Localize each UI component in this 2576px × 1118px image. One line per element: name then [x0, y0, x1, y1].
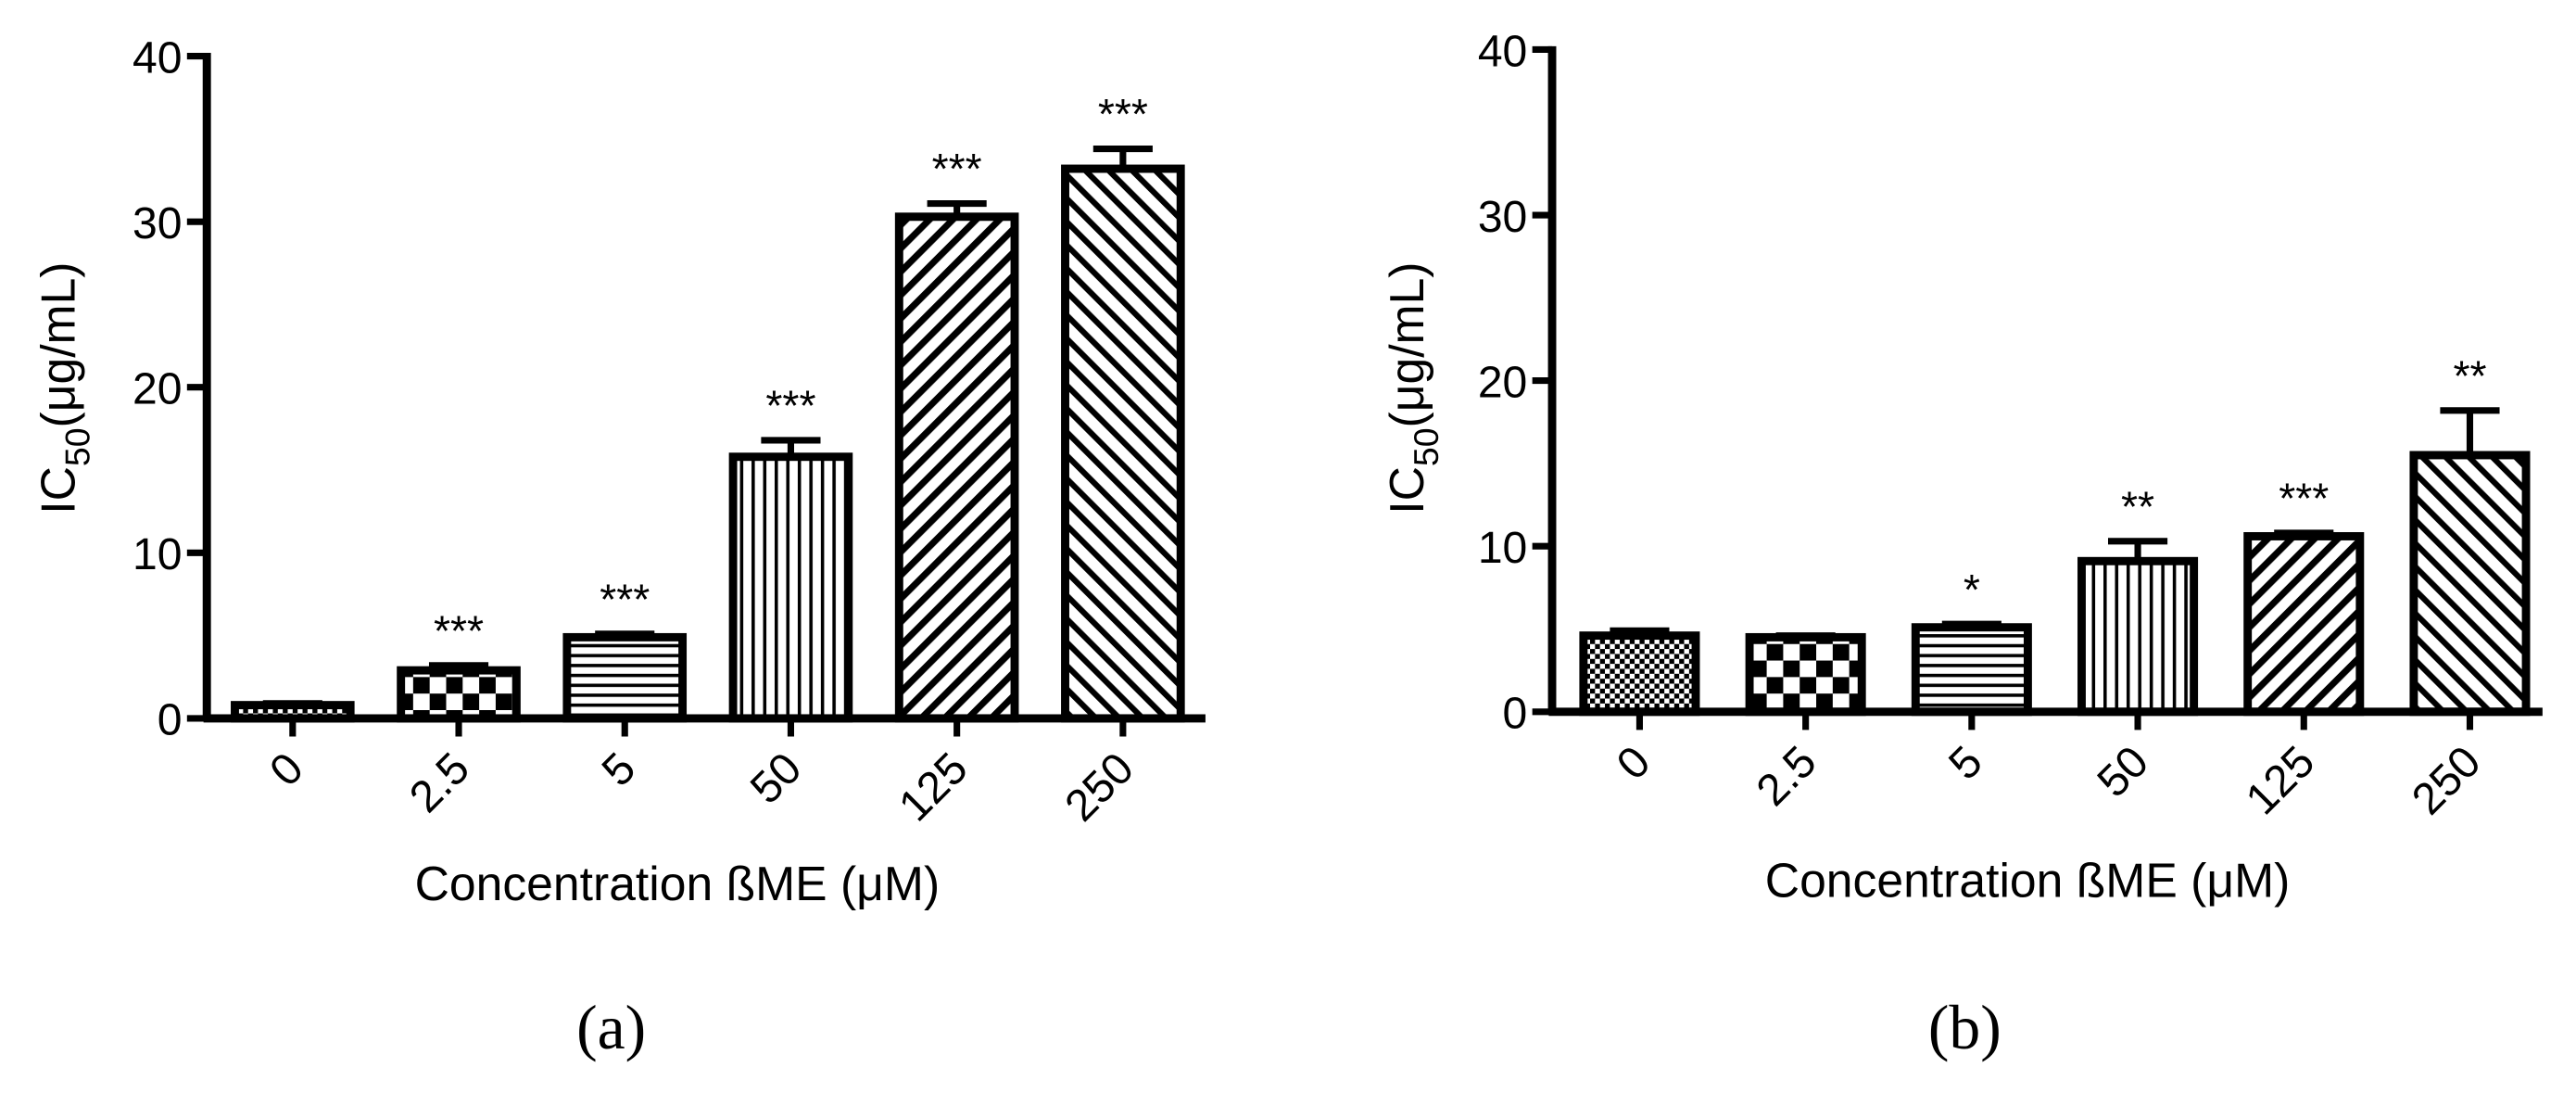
significance: *** — [600, 575, 650, 623]
bar — [397, 666, 521, 723]
bar — [1911, 623, 2032, 717]
bar — [1745, 632, 1866, 717]
error-bar — [1941, 620, 2001, 628]
x-tick-label: 50 — [2088, 736, 2158, 807]
y-tick-label: 40 — [133, 32, 182, 83]
significance: *** — [765, 382, 815, 430]
y-tick-label: 40 — [1478, 26, 1527, 76]
x-tick-label: 0 — [260, 743, 313, 796]
x-tick-label: 2.5 — [400, 743, 479, 822]
y-axis-label: IC50(μg/mL) — [1380, 261, 1446, 514]
significance: *** — [434, 606, 484, 654]
significance: ** — [2121, 482, 2154, 530]
bar — [1061, 164, 1185, 723]
y-tick-label: 20 — [133, 364, 182, 414]
y-label-main: IC — [32, 466, 85, 515]
y-tick-label: 30 — [133, 198, 182, 248]
bar — [2243, 532, 2365, 717]
y-tick-label: 0 — [1503, 689, 1528, 739]
x-tick-label: 0 — [1607, 736, 1660, 789]
y-tick-label: 30 — [1478, 192, 1527, 242]
significance: ** — [2453, 351, 2486, 400]
y-label-main: IC — [1380, 466, 1433, 515]
significance: *** — [932, 145, 982, 193]
bar — [894, 212, 1019, 723]
x-tick-label: 250 — [2403, 736, 2491, 824]
y-label-unit: (μg/mL) — [32, 261, 85, 427]
x-axis-label: Concentration ßME (μM) — [415, 857, 941, 910]
y-label-unit: (μg/mL) — [1380, 261, 1433, 427]
panel-label: (b) — [1928, 993, 2001, 1062]
x-tick-label: 125 — [890, 743, 978, 832]
x-tick-label: 2.5 — [1747, 736, 1825, 815]
x-tick-label: 5 — [592, 743, 645, 796]
y-tick-label: 0 — [158, 695, 183, 745]
significance: *** — [1098, 90, 1148, 138]
y-tick-label: 10 — [133, 529, 182, 579]
y-label-subscript: 50 — [58, 428, 97, 467]
error-bar — [1092, 146, 1153, 170]
error-bar — [2440, 407, 2500, 455]
y-tick-label: 10 — [1478, 523, 1527, 573]
chart-panel: 0102030400***2.5***5***50***125***250IC5… — [32, 32, 1206, 1062]
x-tick-label: 250 — [1055, 743, 1143, 832]
x-axis-label: Concentration ßME (μM) — [1765, 853, 2291, 907]
error-bar — [262, 700, 322, 707]
error-bar — [2274, 529, 2334, 537]
error-bar — [1775, 632, 1836, 640]
y-axis-label: IC50(μg/mL) — [32, 261, 97, 514]
error-bar — [428, 662, 489, 671]
significance: *** — [2279, 475, 2329, 523]
bar — [2077, 556, 2199, 717]
bar — [562, 632, 688, 723]
error-bar — [1610, 627, 1670, 636]
x-tick-label: 125 — [2236, 736, 2324, 824]
bar — [1579, 631, 1700, 717]
x-tick-label: 50 — [740, 743, 811, 814]
x-tick-label: 5 — [1939, 736, 1992, 789]
error-bar — [2107, 538, 2168, 562]
error-bar — [927, 199, 987, 217]
error-bar — [595, 630, 655, 638]
significance: * — [1964, 565, 1980, 614]
bar — [2409, 451, 2531, 717]
y-tick-label: 20 — [1478, 357, 1527, 407]
panel-label: (a) — [576, 993, 646, 1062]
y-label-subscript: 50 — [1407, 428, 1446, 467]
bar — [728, 452, 853, 723]
error-bar — [761, 437, 821, 457]
